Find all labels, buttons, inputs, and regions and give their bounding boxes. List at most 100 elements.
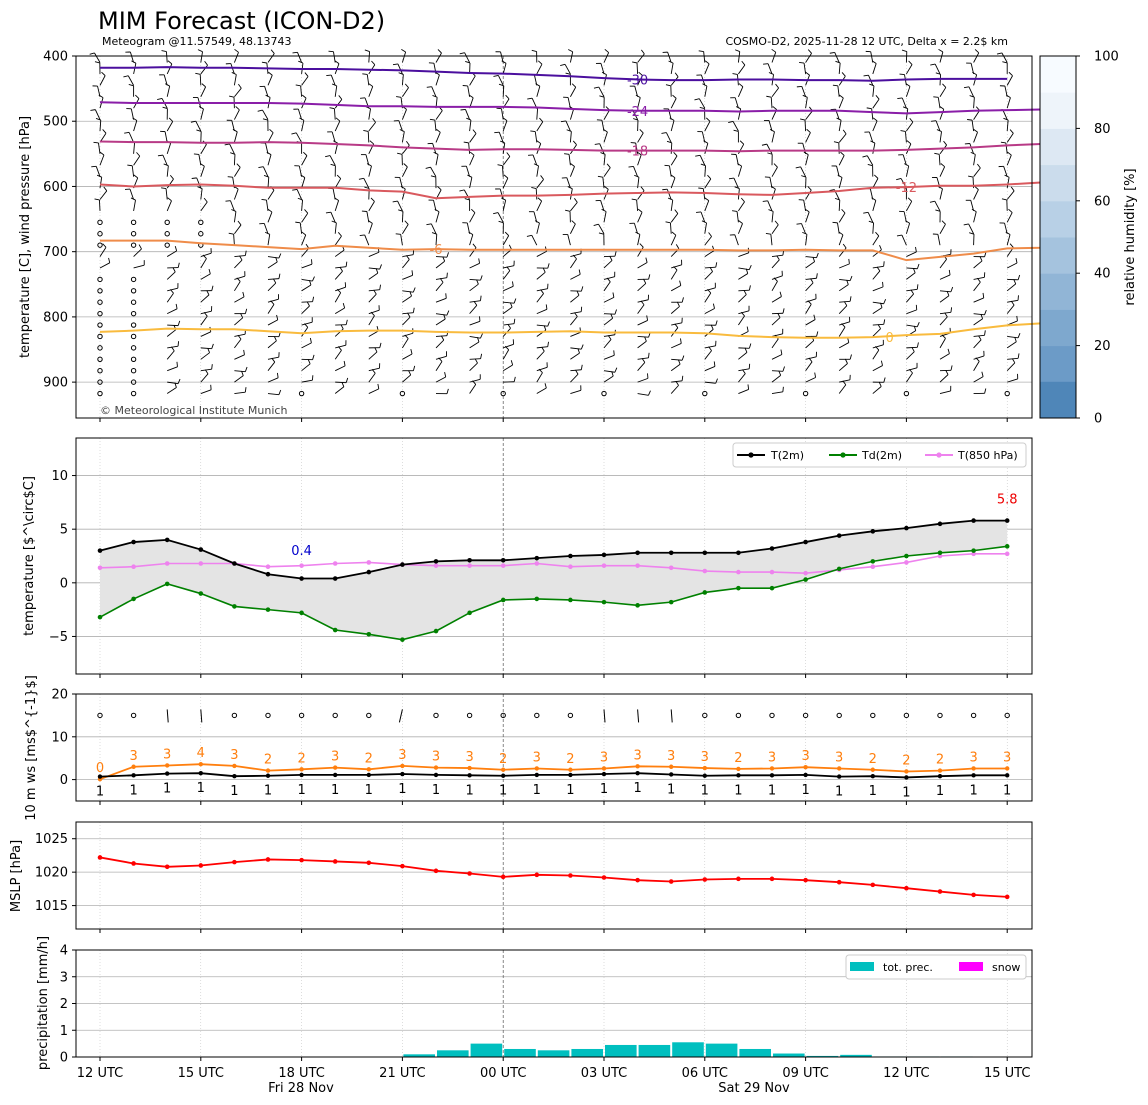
mean-wind-value-label: 1	[801, 783, 809, 798]
wind-barb	[838, 231, 844, 246]
wind-barb	[226, 119, 235, 132]
calm-wind-marker	[298, 390, 305, 397]
wind-barb	[963, 86, 975, 97]
wind-barb	[665, 84, 672, 97]
data-point	[702, 765, 707, 771]
data-point	[568, 772, 573, 778]
wind-barb	[165, 83, 171, 97]
data-point	[198, 761, 203, 767]
x-tick-label: 12 UTC	[883, 1066, 929, 1081]
wind-barb	[802, 94, 808, 109]
temperature-legend: T(2m) Td(2m) T(850 hPa)	[732, 442, 1027, 468]
data-point	[332, 576, 338, 581]
wind-barb	[603, 277, 611, 292]
colorbar-tick-label: 80	[1094, 122, 1111, 137]
calm-wind-marker	[702, 712, 708, 719]
wind-barb	[503, 298, 517, 304]
wind-barb	[166, 709, 169, 723]
calm-wind-marker	[130, 379, 137, 385]
wind-barb	[593, 86, 605, 97]
wind-barb	[502, 266, 511, 280]
calm-wind-marker	[231, 712, 238, 719]
gust-value-label: 2	[869, 752, 877, 767]
wind-barb	[531, 187, 538, 200]
data-point	[433, 559, 439, 564]
wind-barb	[671, 259, 683, 269]
wind-barb	[870, 140, 876, 154]
wind-barb	[771, 328, 784, 337]
wind-barb	[631, 198, 639, 211]
gust-value-label: 3	[701, 750, 709, 765]
wind-barb	[435, 371, 447, 383]
wind-barb	[696, 211, 706, 223]
gust-value-label: 0	[96, 761, 104, 776]
wind-barb	[334, 197, 340, 212]
wind-barb	[670, 94, 677, 109]
wind-barb	[1007, 333, 1021, 339]
data-point	[1004, 544, 1010, 549]
x-tick-label: 18 UTC	[278, 1066, 324, 1081]
wind-barb	[90, 109, 101, 120]
wind-barb	[999, 222, 1008, 234]
data-point	[870, 767, 875, 772]
x-tick-label: 21 UTC	[379, 1066, 425, 1081]
wind-barb	[635, 94, 641, 109]
dewpoint-depression-fill	[100, 520, 1008, 640]
wind-barb	[398, 209, 404, 223]
isotherm-label: -12	[896, 181, 917, 196]
wind-barb	[595, 62, 605, 75]
wind-barb	[536, 283, 549, 292]
wind-barb	[728, 120, 739, 132]
wind-barb	[402, 249, 415, 258]
isotherm-label: 0	[885, 331, 893, 346]
wind-barb	[1006, 151, 1012, 166]
wind-barb	[267, 336, 277, 349]
temperature-frame	[75, 437, 1033, 675]
wind-barb	[767, 152, 773, 166]
wind-barb	[734, 49, 741, 63]
data-point	[836, 533, 842, 538]
wind-barb	[628, 166, 639, 177]
data-point	[736, 773, 741, 778]
wind-barb	[435, 351, 448, 360]
wind-barb	[906, 368, 913, 383]
wind-barb	[533, 163, 539, 177]
data-point	[131, 773, 136, 778]
wind-barb	[738, 140, 745, 155]
wind-barb	[906, 117, 914, 132]
wind-barb	[469, 151, 475, 166]
wind-barb	[935, 72, 942, 86]
mean-wind-value-label: 1	[1003, 783, 1011, 798]
wind-barb	[737, 83, 744, 97]
mslp-frame	[75, 821, 1033, 930]
wind-barb	[868, 220, 875, 234]
gust-value-label: 2	[297, 751, 305, 766]
y-tick-label: 900	[43, 376, 68, 391]
gust-value-label: 2	[902, 753, 910, 768]
mean-wind-value-label: 1	[869, 784, 877, 799]
wind-barb	[297, 197, 304, 211]
wind-barb	[469, 279, 479, 292]
wind-barb	[99, 186, 108, 200]
mean-wind-value-label: 1	[902, 785, 910, 800]
wind-barb	[805, 128, 811, 143]
wind-barb	[704, 197, 710, 212]
wind-barb	[498, 220, 504, 234]
data-point	[937, 553, 943, 559]
wind-barb	[929, 200, 941, 212]
wind-barb	[973, 163, 981, 177]
x-tick-label: 06 UTC	[682, 1066, 728, 1081]
calm-wind-marker	[870, 712, 876, 719]
wind-barb	[468, 231, 474, 246]
wind-barb	[839, 316, 851, 326]
data-point	[635, 877, 640, 883]
wind-barb	[234, 366, 248, 373]
data-point	[534, 561, 540, 566]
mean-wind-value-label: 1	[197, 781, 205, 796]
wind-barb	[704, 378, 718, 384]
wind-barb	[234, 255, 243, 269]
wind-barb	[200, 311, 208, 326]
wind-barb	[402, 255, 410, 269]
calm-wind-marker	[97, 712, 103, 719]
